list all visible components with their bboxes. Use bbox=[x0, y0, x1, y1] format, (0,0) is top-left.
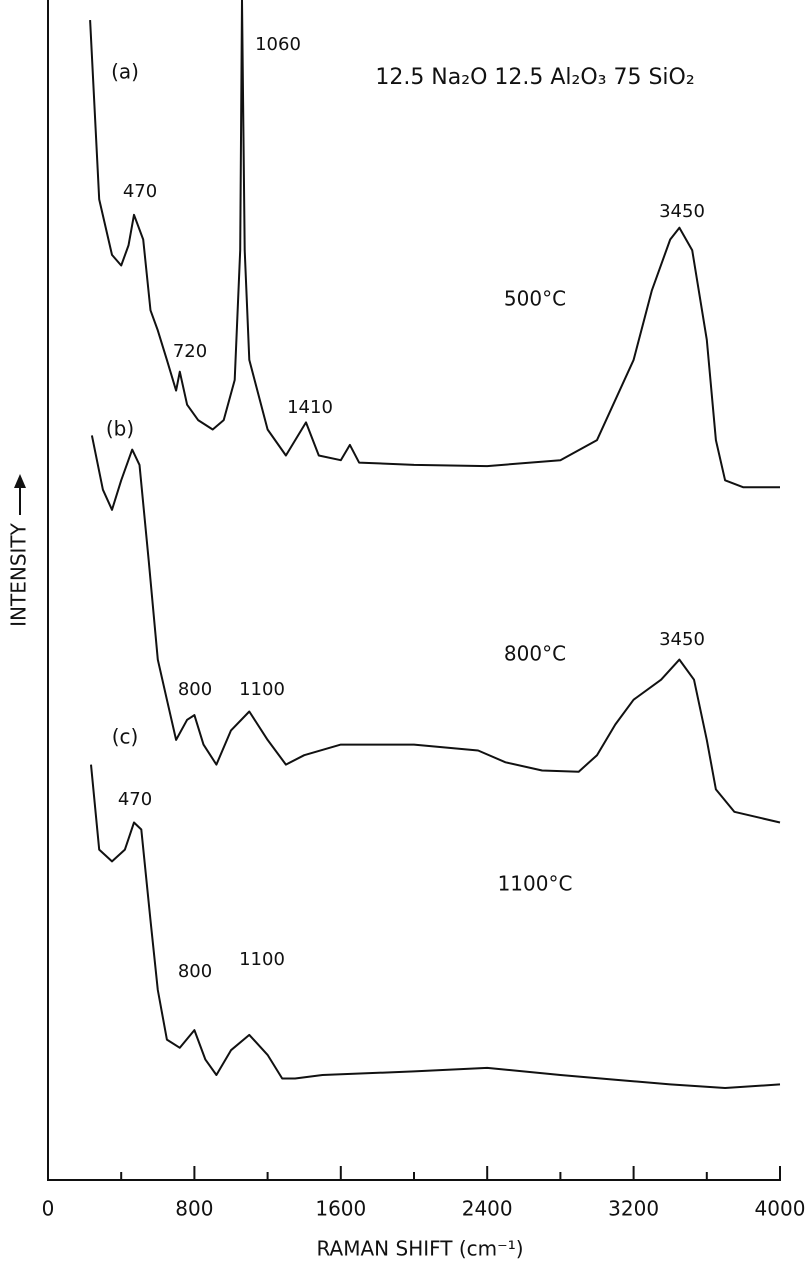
chart-title: 12.5 Na₂O 12.5 Al₂O₃ 75 SiO₂ bbox=[375, 65, 694, 90]
peak-label: 470 bbox=[123, 181, 157, 202]
y-axis-label: INTENSITY bbox=[7, 522, 31, 626]
x-tick-label: 0 bbox=[42, 1197, 55, 1221]
temperature-label: 800°C bbox=[504, 642, 566, 666]
spectrum-line bbox=[89, 0, 780, 489]
x-axis-label: RAMAN SHIFT (cm⁻¹) bbox=[316, 1237, 523, 1261]
temperature-label: 500°C bbox=[504, 287, 566, 311]
x-tick-label: 4000 bbox=[755, 1197, 806, 1221]
peak-label: 800 bbox=[178, 679, 212, 700]
y-arrow bbox=[14, 474, 26, 515]
peak-label: 1100 bbox=[239, 949, 285, 970]
peak-label: 1060 bbox=[255, 34, 301, 55]
spectrum-line bbox=[90, 764, 781, 1089]
series-label: (b) bbox=[106, 417, 134, 441]
spectrum-line bbox=[90, 435, 781, 824]
peak-label: 1410 bbox=[287, 397, 333, 418]
temperature-label: 1100°C bbox=[498, 872, 573, 896]
x-tick-label: 3200 bbox=[608, 1197, 659, 1221]
peak-label: 470 bbox=[118, 789, 152, 810]
peak-label: 800 bbox=[178, 961, 212, 982]
x-tick-label: 800 bbox=[175, 1197, 213, 1221]
peak-label: 3450 bbox=[659, 201, 705, 222]
series-label: (c) bbox=[112, 725, 139, 749]
peak-label: 1100 bbox=[239, 679, 285, 700]
series-label: (a) bbox=[111, 60, 139, 84]
x-tick-label: 2400 bbox=[462, 1197, 513, 1221]
peak-label: 720 bbox=[173, 341, 207, 362]
x-tick-label: 1600 bbox=[315, 1197, 366, 1221]
peak-label: 3450 bbox=[659, 629, 705, 650]
